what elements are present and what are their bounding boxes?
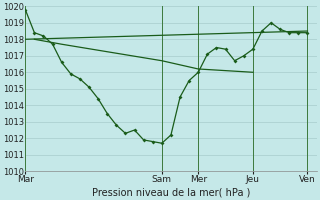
X-axis label: Pression niveau de la mer( hPa ): Pression niveau de la mer( hPa ) [92,187,250,197]
